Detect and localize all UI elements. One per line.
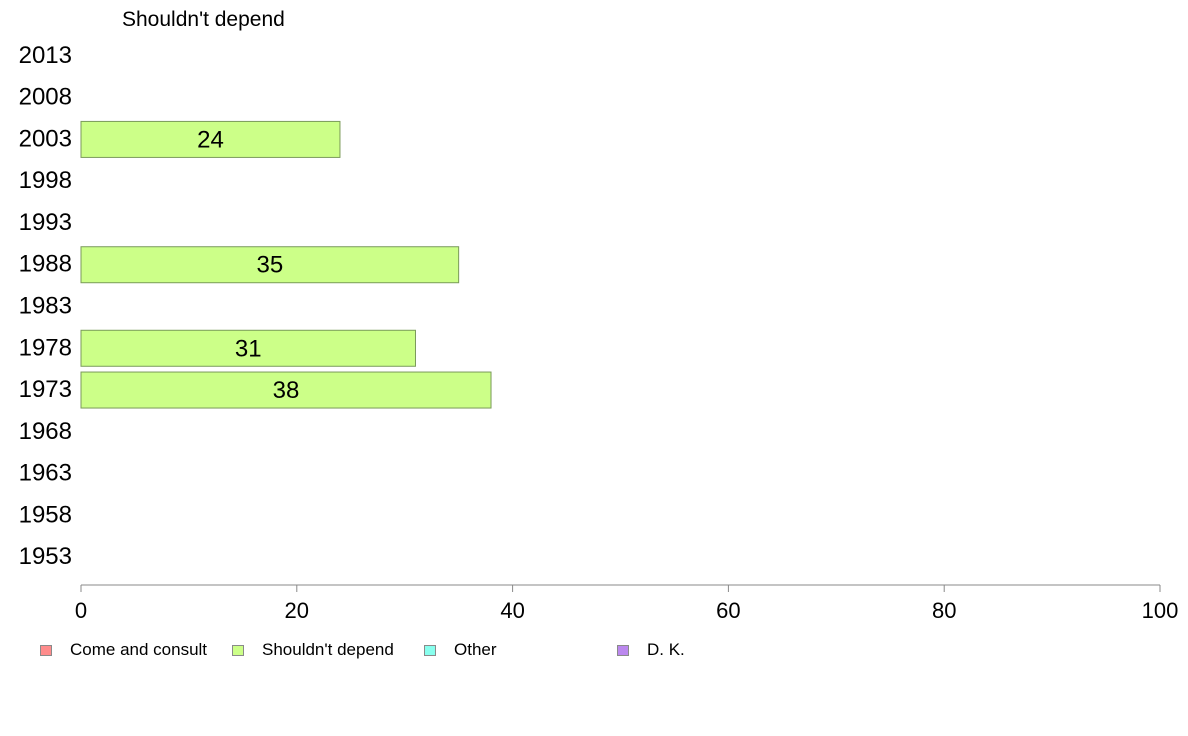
legend-item-shouldnt-depend: Shouldn't depend <box>232 640 394 660</box>
legend-swatch <box>617 644 629 656</box>
x-tick-label: 40 <box>500 598 524 623</box>
y-tick-label: 1988 <box>19 251 72 278</box>
data-label: 24 <box>197 126 224 153</box>
x-tick-label: 100 <box>1142 598 1179 623</box>
data-label: 38 <box>273 377 300 404</box>
legend-label: Other <box>454 640 497 659</box>
legend-label: Shouldn't depend <box>262 640 394 659</box>
chart-title: Shouldn't depend <box>122 8 285 31</box>
x-tick-label: 20 <box>285 598 309 623</box>
y-tick-label: 2003 <box>19 125 72 152</box>
legend-label: Come and consult <box>70 640 208 659</box>
y-tick-label: 1973 <box>19 376 72 403</box>
y-tick-label: 1953 <box>19 543 72 570</box>
y-tick-label: 1958 <box>19 501 72 528</box>
y-tick-label: 1998 <box>19 167 72 194</box>
legend-item-come-and-consult: Come and consult <box>40 640 207 660</box>
data-label: 35 <box>256 252 283 279</box>
bar <box>80 246 460 284</box>
legend-swatch <box>424 644 436 656</box>
y-tick-label: 1963 <box>19 460 72 487</box>
legend-label: D. K. <box>647 640 685 659</box>
legend-swatch <box>232 644 244 656</box>
y-tick-labels: 2013 2008 2003 1998 1993 1988 1983 1978 1973 1968… <box>19 42 72 570</box>
data-label: 31 <box>235 335 262 362</box>
legend-swatch <box>40 644 52 656</box>
x-tick-label: 80 <box>932 598 956 623</box>
y-tick-label: 1983 <box>19 293 72 320</box>
y-tick-label: 1968 <box>19 418 72 445</box>
legend-item-dk: D. K. <box>617 640 685 660</box>
bar <box>80 120 341 158</box>
bars-layer: 24 35 31 38 <box>80 120 492 409</box>
y-tick-label: 1993 <box>19 209 72 236</box>
y-tick-label: 2013 <box>19 42 72 69</box>
bar <box>80 371 492 409</box>
legend-item-other: Other <box>424 640 497 660</box>
x-tick-label: 0 <box>75 598 87 623</box>
y-tick-label: 1978 <box>19 334 72 361</box>
bar <box>80 329 416 367</box>
y-tick-label: 2008 <box>19 84 72 111</box>
x-axis: 0 20 40 60 80 100 <box>75 584 1179 623</box>
x-tick-label: 60 <box>716 598 740 623</box>
